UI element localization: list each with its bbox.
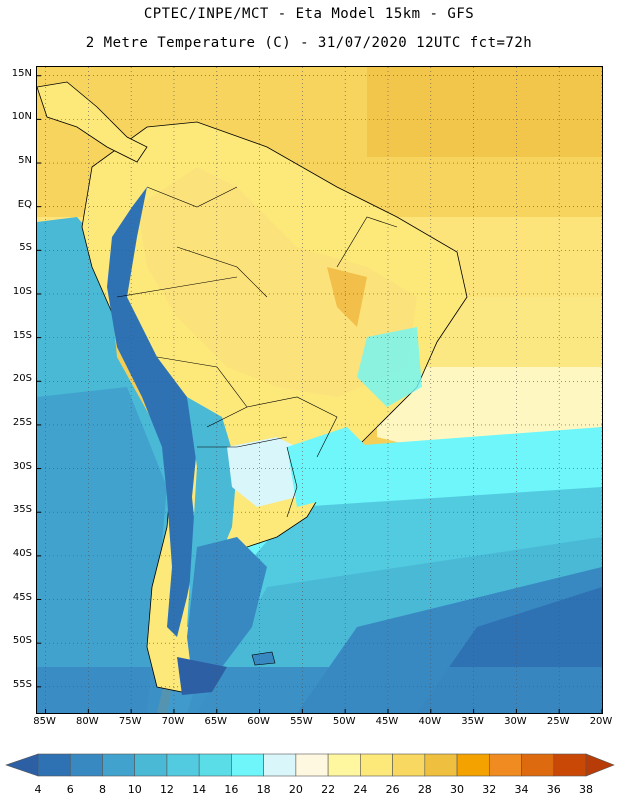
colorbar-swatch	[198, 753, 232, 777]
colorbar-level-label: 16	[224, 783, 239, 796]
lon-tick-label: 45W	[375, 716, 399, 727]
colorbar-level-label: 36	[546, 783, 561, 796]
colorbar-level-label: 22	[321, 783, 336, 796]
lon-tick-label: 65W	[204, 716, 228, 727]
colorbar-swatch	[392, 753, 426, 777]
lon-tick-label: 20W	[589, 716, 613, 727]
lat-tick-label: 15N	[11, 67, 32, 79]
lon-tick-label: 35W	[461, 716, 484, 727]
colorbar-level-label: 32	[482, 783, 497, 796]
lat-tick-label: 25S	[12, 416, 32, 428]
colorbar-level-label: 4	[34, 783, 42, 796]
patagonia-cold-region	[187, 537, 267, 677]
lat-tick-label: 5N	[18, 155, 32, 167]
colorbar-swatch	[295, 753, 329, 777]
lat-tick-label: 55S	[12, 678, 32, 690]
temperature-map	[36, 66, 603, 714]
lat-tick-label: 35S	[12, 504, 32, 516]
colorbar-level-label: 8	[98, 783, 106, 796]
tierra-del-fuego	[177, 657, 227, 695]
lon-tick-label: 50W	[332, 716, 356, 727]
central-america	[37, 81, 148, 163]
colorbar-swatch	[553, 753, 587, 777]
colorbar-level-label: 18	[256, 783, 271, 796]
colorbar-swatch	[166, 753, 200, 777]
lat-lon-grid	[37, 67, 602, 713]
warm-atlantic-north	[367, 67, 602, 157]
south-america-landmass	[37, 81, 468, 695]
lat-tick-label: 10S	[12, 285, 32, 297]
lon-tick-label: 25W	[546, 716, 570, 727]
chart-title-line-1: CPTEC/INPE/MCT - Eta Model 15km - GFS	[143, 6, 475, 22]
colorbar-level-label: 14	[192, 783, 207, 796]
lat-tick-label: 20S	[12, 373, 32, 385]
colorbar-level-label: 38	[579, 783, 593, 796]
lat-tick-label: 40S	[12, 547, 32, 559]
andes-cold-strip	[107, 187, 197, 637]
colorbar-max-arrow	[585, 753, 615, 777]
colorbar-swatch	[69, 753, 103, 777]
lon-tick-label: 60W	[247, 716, 270, 727]
colorbar-swatch	[263, 753, 297, 777]
lat-tick-label: 10N	[11, 111, 32, 123]
colorbar-swatch	[424, 753, 458, 777]
falkland-islands	[251, 651, 276, 666]
southern-ocean-band	[37, 667, 602, 713]
atlantic-cream-band	[377, 367, 602, 447]
colorbar-swatch	[456, 753, 490, 777]
lon-tick-label: 75W	[118, 716, 142, 727]
colorbar-level-label: 30	[450, 783, 465, 796]
colorbar-swatch	[521, 753, 555, 777]
colorbar-swatch	[134, 753, 168, 777]
colorbar-level-label: 26	[385, 783, 400, 796]
colorbar-swatch	[488, 753, 522, 777]
colorbar-swatch	[37, 753, 71, 777]
southeast-brazil-highlands	[357, 327, 422, 407]
lat-tick-label: 15S	[12, 329, 32, 341]
lon-tick-label: 80W	[76, 716, 99, 727]
colorbar-level-label: 24	[353, 783, 368, 796]
lon-tick-label: 70W	[161, 716, 185, 727]
colorbar-level-label: 20	[288, 783, 303, 796]
lat-tick-label: 50S	[12, 635, 32, 647]
lat-tick-label: EQ	[17, 198, 32, 210]
colorbar-level-label: 12	[159, 783, 174, 796]
temperature-fields	[37, 67, 602, 713]
lon-tick-label: 85W	[33, 716, 56, 727]
colorbar-swatch	[231, 753, 264, 777]
lat-tick-label: 5S	[19, 242, 32, 254]
amazon-warm-region	[137, 167, 417, 397]
colorbar-level-label: 34	[514, 783, 529, 796]
temperature-colorbar	[5, 753, 615, 777]
colorbar-swatch	[360, 753, 393, 777]
colorbar-swatch	[327, 753, 361, 777]
map-canvas	[37, 67, 602, 713]
south-brazil-cool-region	[287, 427, 367, 507]
colorbar-swatch	[102, 753, 136, 777]
colorbar-min-arrow	[5, 753, 39, 777]
lon-tick-label: 30W	[504, 716, 527, 727]
chart-title-line-2: 2 Metre Temperature (C) - 31/07/2020 12U…	[85, 35, 533, 51]
lat-tick-label: 45S	[12, 591, 32, 603]
colorbar-level-label: 10	[127, 783, 142, 796]
colorbar-level-label: 28	[417, 783, 432, 796]
lon-tick-label: 40W	[418, 716, 442, 727]
lat-tick-label: 30S	[12, 460, 32, 472]
hot-spot-north-brazil	[327, 267, 367, 327]
colorbar-level-label: 6	[66, 783, 74, 796]
lon-tick-label: 55W	[290, 716, 313, 727]
country-borders	[116, 186, 398, 518]
